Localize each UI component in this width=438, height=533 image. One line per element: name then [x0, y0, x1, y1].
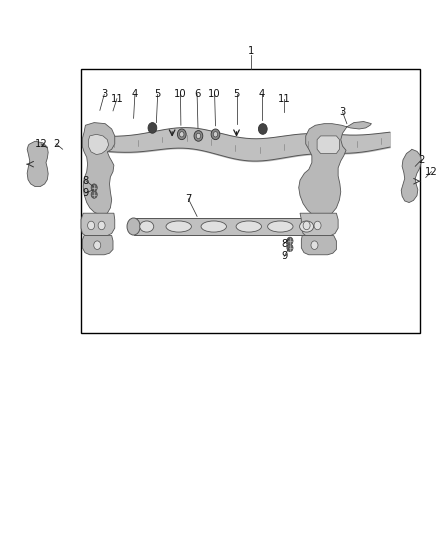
Ellipse shape [236, 221, 261, 232]
Text: 1: 1 [248, 46, 254, 55]
Circle shape [303, 221, 310, 230]
Polygon shape [81, 213, 115, 236]
Ellipse shape [166, 221, 191, 232]
Circle shape [258, 124, 267, 134]
Text: 10: 10 [208, 90, 221, 99]
Text: 5: 5 [155, 90, 161, 99]
Polygon shape [27, 141, 48, 187]
Circle shape [287, 244, 293, 252]
Circle shape [98, 221, 105, 230]
Text: 3: 3 [101, 90, 107, 99]
Bar [134, 218, 320, 235]
Circle shape [88, 221, 95, 230]
Text: 5: 5 [233, 90, 240, 99]
Text: 4: 4 [259, 90, 265, 99]
Circle shape [94, 241, 101, 249]
Text: 12: 12 [35, 139, 48, 149]
Circle shape [314, 221, 321, 230]
Text: 4: 4 [132, 90, 138, 99]
Circle shape [311, 241, 318, 249]
Circle shape [148, 123, 157, 133]
Circle shape [177, 129, 186, 140]
Text: 9: 9 [83, 188, 89, 198]
Circle shape [211, 129, 220, 140]
Text: 2: 2 [53, 139, 59, 149]
Polygon shape [401, 149, 421, 203]
Circle shape [180, 132, 184, 137]
Circle shape [213, 132, 218, 137]
Text: 3: 3 [339, 107, 346, 117]
Text: 6: 6 [194, 90, 200, 99]
Ellipse shape [268, 221, 293, 232]
Ellipse shape [201, 221, 226, 232]
Polygon shape [299, 122, 371, 217]
Text: 8: 8 [281, 239, 287, 248]
Circle shape [91, 184, 97, 191]
Ellipse shape [127, 218, 140, 235]
Text: 11: 11 [110, 94, 124, 103]
Polygon shape [300, 213, 338, 236]
Text: 11: 11 [277, 94, 290, 103]
Text: 9: 9 [281, 252, 287, 261]
Circle shape [194, 131, 203, 141]
Circle shape [287, 237, 293, 245]
Text: 7: 7 [185, 194, 191, 204]
Ellipse shape [313, 218, 326, 235]
Bar [81, 69, 420, 333]
Ellipse shape [300, 221, 314, 232]
Ellipse shape [140, 221, 154, 232]
Polygon shape [88, 134, 109, 155]
Text: 2: 2 [418, 155, 424, 165]
Polygon shape [301, 236, 336, 255]
Circle shape [196, 133, 201, 139]
Text: 12: 12 [425, 167, 438, 176]
Polygon shape [82, 236, 113, 255]
Text: 8: 8 [83, 176, 89, 185]
Polygon shape [82, 123, 115, 215]
Text: 10: 10 [174, 90, 187, 99]
Circle shape [91, 191, 97, 198]
Polygon shape [317, 136, 339, 154]
